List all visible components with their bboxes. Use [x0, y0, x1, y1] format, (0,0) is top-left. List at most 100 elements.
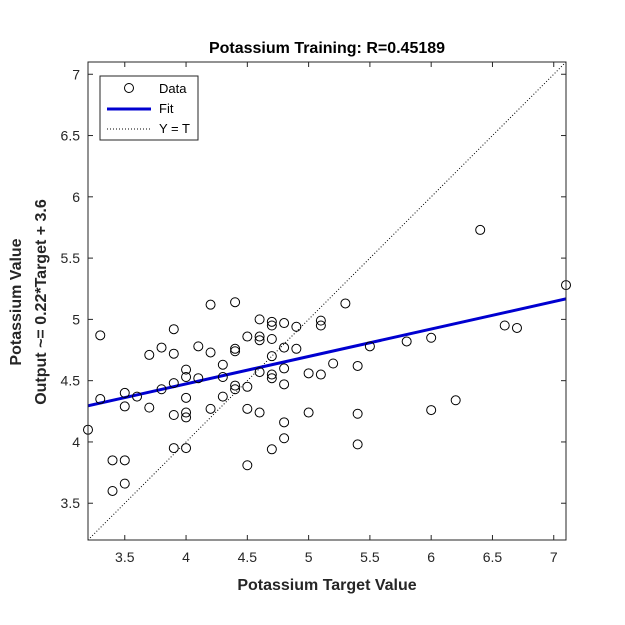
data-point — [266, 444, 277, 455]
chart-title: Potassium Training: R=0.45189 — [209, 40, 445, 57]
data-point — [254, 331, 265, 342]
data-point — [230, 384, 241, 395]
data-point — [291, 343, 302, 354]
data-point — [279, 379, 290, 390]
data-point — [168, 378, 179, 389]
y-axis-label-line2: Output ~= 0.22*Target + 3.6 — [33, 199, 50, 405]
data-point — [217, 371, 228, 382]
data-point — [205, 299, 216, 310]
fit-line — [88, 297, 566, 408]
data-point — [205, 403, 216, 414]
data-point — [181, 364, 192, 375]
data-point — [279, 433, 290, 444]
data-point — [217, 391, 228, 402]
x-tick-label: 5 — [305, 549, 313, 565]
x-tick-label: 6.5 — [483, 549, 503, 565]
y-tick-label: 4 — [72, 434, 80, 450]
data-point — [426, 405, 437, 416]
data-point — [132, 391, 143, 402]
data-point — [266, 351, 277, 362]
data-point — [230, 346, 241, 357]
data-point — [107, 455, 118, 466]
x-tick-label: 4.5 — [238, 549, 258, 565]
data-point — [279, 417, 290, 428]
data-point — [193, 373, 204, 384]
y-axis-label-line1: Potassium Value — [8, 238, 25, 365]
data-point — [95, 330, 106, 341]
data-point — [303, 368, 314, 379]
data-point — [107, 485, 118, 496]
data-point — [475, 224, 486, 235]
data-point — [230, 297, 241, 308]
data-point — [119, 455, 130, 466]
data-point — [266, 373, 277, 384]
y-tick-label: 5.5 — [61, 250, 81, 266]
x-tick-label: 6 — [427, 549, 435, 565]
data-point — [254, 314, 265, 325]
x-tick-label: 3.5 — [115, 549, 135, 565]
data-point — [450, 395, 461, 406]
data-point — [254, 335, 265, 346]
data-point — [266, 369, 277, 380]
data-point — [291, 321, 302, 332]
data-point — [315, 369, 326, 380]
data-point — [279, 363, 290, 374]
data-point — [364, 341, 375, 352]
data-point — [499, 320, 510, 331]
data-point — [242, 460, 253, 471]
y-tick-label: 4.5 — [61, 373, 81, 389]
data-point — [181, 412, 192, 423]
data-point — [119, 387, 130, 398]
data-point — [242, 381, 253, 392]
data-point — [181, 443, 192, 454]
data-point — [315, 320, 326, 331]
y-tick-label: 6.5 — [61, 128, 81, 144]
y-tick-label: 3.5 — [61, 495, 81, 511]
data-point — [401, 336, 412, 347]
data-point — [168, 443, 179, 454]
data-point — [168, 409, 179, 420]
y-axis-ticks: 3.5 4 4.5 5 5.5 6 6.5 7 — [61, 66, 566, 511]
data-point — [266, 333, 277, 344]
y-axis-label: Potassium Value Output ~= 0.22*Target + … — [8, 199, 50, 405]
data-point — [144, 349, 155, 360]
data-point — [266, 320, 277, 331]
data-point — [95, 394, 106, 405]
data-point — [230, 380, 241, 391]
legend-data-marker-icon — [124, 83, 134, 93]
data-points — [83, 224, 571, 496]
data-point — [156, 384, 167, 395]
x-axis-ticks: 3.5 4 4.5 5 5.5 6 6.5 7 — [115, 62, 558, 565]
data-point — [303, 407, 314, 418]
legend-entry-data: Data — [159, 81, 187, 96]
plot-frame — [87, 61, 567, 541]
data-point — [193, 341, 204, 352]
data-point — [242, 403, 253, 414]
data-point — [511, 322, 522, 333]
data-point — [340, 298, 351, 309]
data-point — [181, 371, 192, 382]
data-point — [119, 401, 130, 412]
data-point — [217, 359, 228, 370]
data-point — [181, 407, 192, 418]
data-point — [205, 347, 216, 358]
y-tick-label: 5 — [72, 311, 80, 327]
data-point — [328, 358, 339, 369]
x-axis-label: Potassium Target Value — [237, 577, 416, 594]
legend: Data Fit Y = T — [99, 75, 199, 141]
data-point — [279, 318, 290, 329]
x-tick-label: 4 — [182, 549, 190, 565]
y-tick-label: 6 — [72, 189, 80, 205]
data-point — [352, 360, 363, 371]
data-point — [279, 342, 290, 353]
data-point — [144, 402, 155, 413]
data-point — [168, 324, 179, 335]
y-tick-label: 7 — [72, 66, 80, 82]
data-point — [352, 408, 363, 419]
data-point — [119, 478, 130, 489]
data-point — [230, 343, 241, 354]
data-point — [254, 407, 265, 418]
x-tick-label: 7 — [550, 549, 558, 565]
data-point — [254, 367, 265, 378]
